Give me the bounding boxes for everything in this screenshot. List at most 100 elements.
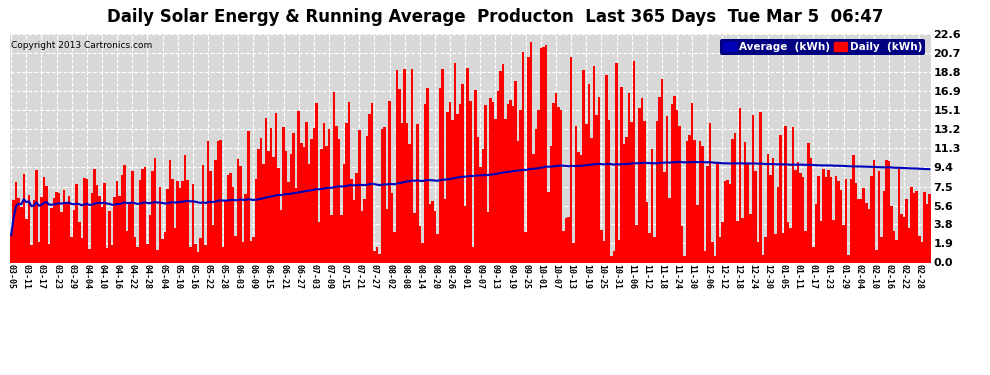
Bar <box>153 158 156 262</box>
Bar <box>479 167 481 262</box>
Bar <box>212 225 214 262</box>
Bar <box>709 123 711 262</box>
Bar <box>610 256 613 262</box>
Bar <box>751 115 754 262</box>
Bar <box>577 152 580 262</box>
Bar <box>158 187 161 262</box>
Bar <box>264 118 267 262</box>
Bar <box>464 206 466 262</box>
Bar <box>75 184 78 262</box>
Bar <box>129 204 131 262</box>
Bar <box>396 70 398 262</box>
Bar <box>222 247 225 262</box>
Bar <box>151 171 153 262</box>
Bar <box>323 123 325 262</box>
Bar <box>148 215 151 262</box>
Bar <box>916 191 918 262</box>
Bar <box>169 159 171 262</box>
Bar <box>570 57 572 262</box>
Bar <box>20 207 23 262</box>
Bar <box>671 104 673 262</box>
Bar <box>10 235 13 262</box>
Bar <box>648 233 650 262</box>
Bar <box>754 171 756 262</box>
Bar <box>409 144 411 262</box>
Bar <box>494 119 497 262</box>
Bar <box>903 217 906 262</box>
Bar <box>85 178 88 262</box>
Bar <box>217 141 219 262</box>
Text: Copyright 2013 Cartronics.com: Copyright 2013 Cartronics.com <box>11 40 152 50</box>
Bar <box>186 180 189 262</box>
Bar <box>636 225 638 262</box>
Bar <box>225 201 227 262</box>
Bar <box>375 248 378 262</box>
Bar <box>272 157 275 262</box>
Bar <box>363 199 365 262</box>
Bar <box>68 196 70 262</box>
Bar <box>812 247 815 262</box>
Bar <box>835 176 838 262</box>
Bar <box>275 113 277 262</box>
Bar <box>421 243 424 262</box>
Bar <box>343 164 346 262</box>
Bar <box>626 137 628 262</box>
Bar <box>512 106 515 262</box>
Bar <box>484 105 487 262</box>
Bar <box>358 130 360 262</box>
Bar <box>644 121 645 262</box>
Bar <box>867 209 870 262</box>
Bar <box>96 184 98 262</box>
Bar <box>890 206 893 262</box>
Bar <box>141 169 144 262</box>
Bar <box>784 126 787 262</box>
Bar <box>318 222 320 262</box>
Bar <box>202 165 204 262</box>
Bar <box>628 93 631 262</box>
Bar <box>199 238 202 262</box>
Bar <box>252 237 254 262</box>
Bar <box>908 228 911 262</box>
Bar <box>108 211 111 262</box>
Bar <box>287 182 290 262</box>
Bar <box>189 248 191 262</box>
Bar <box>732 140 734 262</box>
Bar <box>48 244 50 262</box>
Bar <box>688 135 691 262</box>
Bar <box>585 123 587 262</box>
Bar <box>33 200 35 262</box>
Bar <box>543 46 545 262</box>
Bar <box>598 98 600 262</box>
Bar <box>658 97 660 262</box>
Bar <box>497 91 499 262</box>
Bar <box>310 138 313 262</box>
Bar <box>30 245 33 262</box>
Bar <box>303 147 305 262</box>
Bar <box>103 183 106 262</box>
Bar <box>23 174 25 262</box>
Bar <box>653 237 655 262</box>
Bar <box>111 246 113 262</box>
Bar <box>300 143 303 262</box>
Bar <box>681 226 683 262</box>
Bar <box>719 237 722 262</box>
Bar <box>403 69 406 262</box>
Bar <box>259 138 262 262</box>
Bar <box>442 69 444 262</box>
Bar <box>668 198 671 262</box>
Bar <box>756 242 759 262</box>
Bar <box>641 98 644 262</box>
Bar <box>437 234 439 262</box>
Bar <box>70 237 73 262</box>
Bar <box>522 53 525 262</box>
Bar <box>346 123 347 262</box>
Bar <box>825 177 828 262</box>
Bar <box>18 198 20 262</box>
Bar <box>724 182 727 262</box>
Bar <box>499 70 502 262</box>
Bar <box>535 129 538 262</box>
Legend: Average  (kWh), Daily  (kWh): Average (kWh), Daily (kWh) <box>721 39 926 55</box>
Bar <box>63 190 65 262</box>
Bar <box>353 200 355 262</box>
Bar <box>800 173 802 262</box>
